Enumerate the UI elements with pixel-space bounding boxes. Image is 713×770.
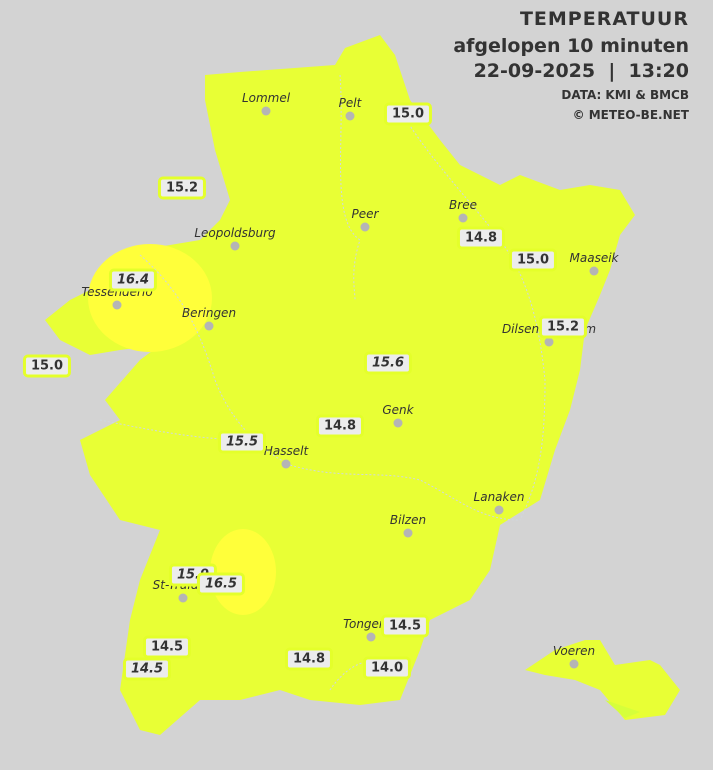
city-marker <box>204 321 214 331</box>
city-marker <box>403 528 413 538</box>
city-label: Genk <box>382 403 414 417</box>
limburg-province <box>45 35 635 735</box>
temperature-reading[interactable]: 14.5 <box>142 635 192 659</box>
city-label: Lommel <box>241 91 291 105</box>
city-marker <box>494 505 504 515</box>
temperature-reading[interactable]: 15.2 <box>157 176 207 200</box>
temperature-reading[interactable]: 15.6 <box>363 351 413 375</box>
temperature-reading[interactable]: 14.5 <box>122 657 172 681</box>
city-label: Peer <box>351 207 379 221</box>
city-marker <box>393 418 403 428</box>
city-marker <box>281 459 291 469</box>
city-marker <box>178 593 188 603</box>
map-subtitle: afgelopen 10 minuten <box>453 35 689 57</box>
city-label: Hasselt <box>263 444 309 458</box>
data-source: DATA: KMI & BMCB <box>561 88 689 102</box>
temperature-reading[interactable]: 15.0 <box>22 354 72 378</box>
rivers-and-borders <box>99 74 546 691</box>
temperature-reading[interactable]: 15.5 <box>217 430 267 454</box>
temperature-reading[interactable]: 15.0 <box>383 102 433 126</box>
city-marker <box>230 241 240 251</box>
city-label: Beringen <box>181 306 237 320</box>
city-marker <box>569 659 579 669</box>
city-label: Bree <box>449 198 477 212</box>
temperature-reading[interactable]: 14.8 <box>456 226 506 250</box>
city-label: Lanaken <box>473 490 525 504</box>
temperature-reading[interactable]: 16.5 <box>196 572 246 596</box>
city-marker <box>366 632 376 642</box>
map-title: TEMPERATUUR <box>519 8 689 30</box>
city-label: Leopoldsburg <box>194 226 276 240</box>
temperature-reading[interactable]: 16.4 <box>108 268 158 292</box>
city-marker <box>345 111 355 121</box>
city-marker <box>261 106 271 116</box>
cool-zone <box>605 700 640 718</box>
temperature-reading[interactable]: 15.2 <box>538 315 588 339</box>
city-label: Maaseik <box>569 251 619 265</box>
city-marker <box>544 337 554 347</box>
city-marker <box>458 213 468 223</box>
city-label: Bilzen <box>389 513 427 527</box>
city-label: Pelt <box>338 96 362 110</box>
voeren-enclave <box>525 640 680 720</box>
temperature-reading[interactable]: 14.8 <box>315 414 365 438</box>
temperature-reading[interactable]: 15.0 <box>508 248 558 272</box>
map-datetime: 22-09-2025 | 13:20 <box>473 60 689 82</box>
city-marker <box>589 266 599 276</box>
temperature-reading[interactable]: 14.5 <box>380 614 430 638</box>
city-marker <box>360 222 370 232</box>
temperature-reading[interactable]: 14.8 <box>284 647 334 671</box>
city-marker <box>112 300 122 310</box>
temperature-reading[interactable]: 14.0 <box>362 656 412 680</box>
city-label: Voeren <box>552 644 596 658</box>
credit: © METEO-BE.NET <box>572 108 689 122</box>
